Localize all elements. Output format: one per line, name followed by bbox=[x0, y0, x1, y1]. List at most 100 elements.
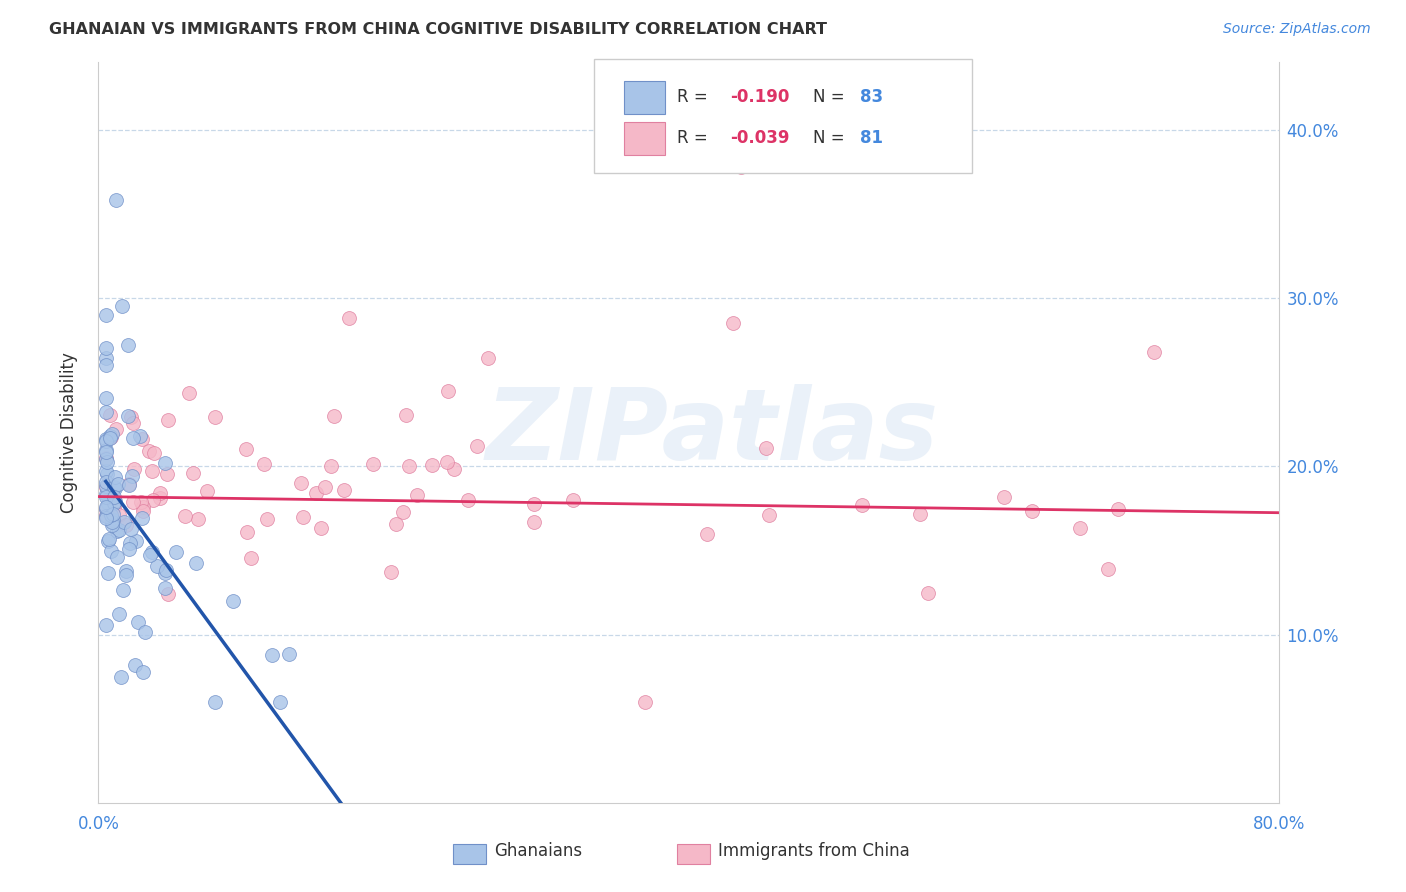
Point bbox=[94, 451, 117, 466]
Point bbox=[125, 534, 148, 549]
Point bbox=[437, 384, 460, 398]
Point bbox=[134, 625, 156, 640]
Point bbox=[1143, 344, 1166, 359]
FancyBboxPatch shape bbox=[595, 59, 973, 173]
Point bbox=[165, 544, 187, 558]
Point bbox=[96, 467, 118, 482]
Point bbox=[101, 513, 124, 527]
Bar bbox=[678, 844, 710, 864]
Point bbox=[436, 455, 458, 469]
Point bbox=[108, 607, 131, 622]
Point bbox=[319, 458, 342, 473]
Point bbox=[105, 549, 128, 564]
Point bbox=[138, 549, 160, 563]
Point bbox=[100, 428, 122, 442]
Point bbox=[105, 422, 128, 436]
Point bbox=[398, 459, 420, 474]
Point bbox=[104, 470, 127, 484]
Point bbox=[94, 464, 117, 478]
Point bbox=[118, 478, 141, 492]
Point bbox=[314, 480, 336, 494]
Point bbox=[260, 648, 283, 662]
Point bbox=[103, 490, 125, 504]
Text: N =: N = bbox=[813, 129, 849, 147]
Point bbox=[121, 469, 143, 483]
Point bbox=[124, 657, 146, 672]
Point bbox=[94, 487, 117, 501]
Point bbox=[292, 509, 315, 524]
Point bbox=[1069, 521, 1091, 535]
Point bbox=[98, 532, 121, 546]
Point bbox=[94, 405, 117, 419]
Point bbox=[94, 308, 117, 322]
Point bbox=[155, 563, 177, 577]
Point bbox=[132, 504, 155, 518]
Point bbox=[131, 432, 153, 446]
Point bbox=[1097, 562, 1119, 576]
Point bbox=[101, 508, 124, 522]
Point bbox=[94, 501, 117, 516]
Text: Ghanaians: Ghanaians bbox=[494, 842, 582, 860]
Point bbox=[97, 496, 120, 510]
Point bbox=[97, 533, 120, 548]
Point bbox=[465, 439, 488, 453]
Point bbox=[141, 464, 163, 478]
Point bbox=[153, 566, 176, 580]
Text: Immigrants from China: Immigrants from China bbox=[718, 842, 910, 860]
Point bbox=[195, 484, 218, 499]
Point bbox=[94, 480, 117, 494]
Point bbox=[132, 500, 155, 515]
Point bbox=[94, 444, 117, 458]
Point bbox=[392, 505, 415, 519]
Point bbox=[120, 522, 142, 536]
Point bbox=[105, 524, 128, 539]
Point bbox=[457, 492, 479, 507]
Point bbox=[121, 416, 143, 430]
Text: 83: 83 bbox=[860, 88, 883, 106]
Point bbox=[101, 427, 124, 442]
Point bbox=[235, 442, 257, 457]
Bar bbox=[453, 844, 486, 864]
Point bbox=[105, 194, 128, 208]
Text: R =: R = bbox=[678, 129, 713, 147]
Point bbox=[98, 431, 121, 445]
Text: R =: R = bbox=[678, 88, 713, 106]
Point bbox=[187, 511, 209, 525]
Point bbox=[122, 431, 145, 445]
Point bbox=[118, 541, 141, 556]
Point bbox=[851, 498, 873, 512]
Point bbox=[138, 444, 160, 458]
Point bbox=[114, 518, 136, 533]
Point bbox=[156, 467, 179, 481]
Point bbox=[100, 543, 122, 558]
Point bbox=[97, 476, 120, 491]
Point bbox=[117, 409, 139, 423]
Point bbox=[204, 410, 226, 425]
Point bbox=[103, 480, 125, 494]
Point bbox=[132, 665, 155, 679]
Point bbox=[120, 409, 142, 424]
Point bbox=[910, 507, 932, 521]
Point bbox=[94, 508, 117, 522]
Point bbox=[94, 491, 117, 505]
Point bbox=[174, 508, 197, 523]
Point bbox=[94, 617, 117, 632]
Point bbox=[240, 550, 263, 565]
Point bbox=[1107, 502, 1129, 516]
Point bbox=[730, 160, 752, 174]
Point bbox=[118, 476, 141, 491]
Point bbox=[179, 386, 201, 401]
Point bbox=[405, 488, 427, 502]
Point bbox=[111, 582, 134, 597]
Point bbox=[96, 455, 118, 469]
Point bbox=[758, 508, 780, 522]
Point bbox=[94, 500, 117, 515]
Point bbox=[917, 585, 939, 599]
Point bbox=[523, 516, 546, 530]
Point bbox=[204, 695, 226, 709]
Text: N =: N = bbox=[813, 88, 849, 106]
Point bbox=[111, 300, 134, 314]
Point bbox=[107, 477, 129, 491]
Point bbox=[153, 456, 176, 470]
Point bbox=[184, 556, 207, 570]
